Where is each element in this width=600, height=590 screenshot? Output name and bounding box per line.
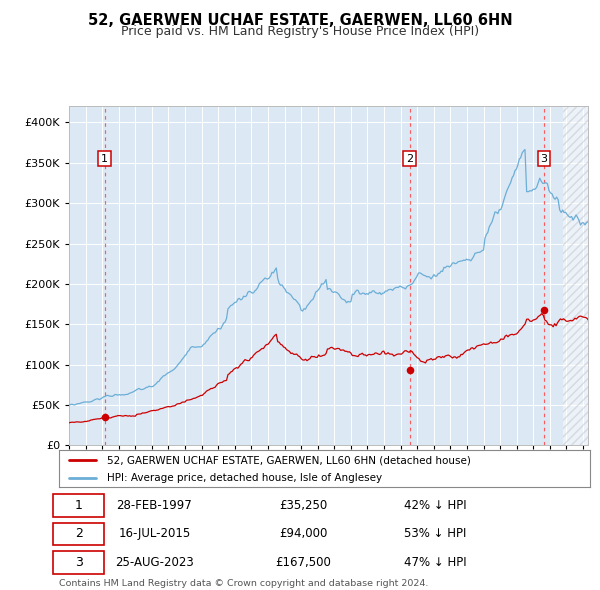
- Text: 28-FEB-1997: 28-FEB-1997: [116, 499, 192, 512]
- Text: £35,250: £35,250: [279, 499, 327, 512]
- Text: 1: 1: [75, 499, 83, 512]
- Text: 52, GAERWEN UCHAF ESTATE, GAERWEN, LL60 6HN: 52, GAERWEN UCHAF ESTATE, GAERWEN, LL60 …: [88, 13, 512, 28]
- Point: [405, 365, 415, 374]
- Text: 3: 3: [75, 556, 83, 569]
- Text: 2: 2: [406, 154, 413, 163]
- Text: £167,500: £167,500: [275, 556, 331, 569]
- Text: 52, GAERWEN UCHAF ESTATE, GAERWEN, LL60 6HN (detached house): 52, GAERWEN UCHAF ESTATE, GAERWEN, LL60 …: [107, 455, 470, 466]
- Text: 47% ↓ HPI: 47% ↓ HPI: [404, 556, 467, 569]
- Text: Price paid vs. HM Land Registry's House Price Index (HPI): Price paid vs. HM Land Registry's House …: [121, 25, 479, 38]
- Point: [100, 412, 109, 422]
- Text: 1: 1: [101, 154, 108, 163]
- Text: 42% ↓ HPI: 42% ↓ HPI: [404, 499, 467, 512]
- FancyBboxPatch shape: [53, 551, 104, 573]
- Text: 53% ↓ HPI: 53% ↓ HPI: [404, 527, 466, 540]
- Text: HPI: Average price, detached house, Isle of Anglesey: HPI: Average price, detached house, Isle…: [107, 473, 382, 483]
- Text: £94,000: £94,000: [279, 527, 327, 540]
- Text: 3: 3: [541, 154, 548, 163]
- FancyBboxPatch shape: [53, 494, 104, 517]
- Bar: [563, 106, 588, 445]
- Point: [539, 306, 549, 315]
- Text: Contains HM Land Registry data © Crown copyright and database right 2024.: Contains HM Land Registry data © Crown c…: [59, 579, 428, 588]
- Text: 25-AUG-2023: 25-AUG-2023: [115, 556, 194, 569]
- Text: 2: 2: [75, 527, 83, 540]
- FancyBboxPatch shape: [53, 523, 104, 545]
- Text: 16-JUL-2015: 16-JUL-2015: [118, 527, 191, 540]
